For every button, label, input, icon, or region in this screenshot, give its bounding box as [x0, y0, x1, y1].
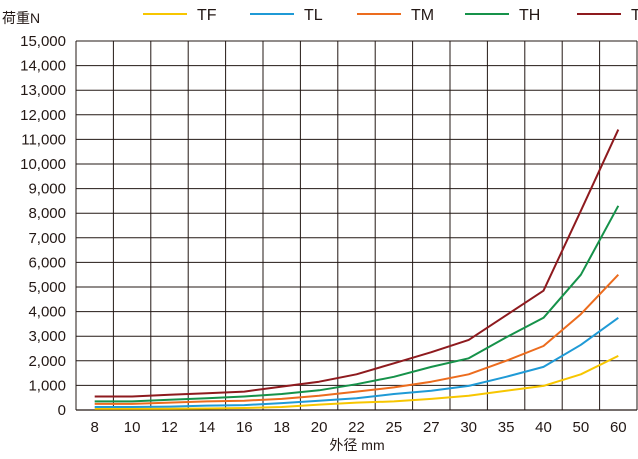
- x-tick-label: 10: [124, 419, 141, 436]
- legend-label-tm: TM: [411, 7, 434, 24]
- y-tick-label: 1,000: [28, 377, 66, 394]
- y-tick-label: 12,000: [20, 107, 66, 124]
- series-lines: [94, 129, 620, 410]
- x-tick-label: 27: [423, 419, 440, 436]
- y-tick-label: 14,000: [20, 58, 66, 75]
- x-tick-label: 16: [236, 419, 253, 436]
- series-line-th: [94, 205, 620, 403]
- x-tick-label: 14: [199, 419, 216, 436]
- y-tick-label: 3,000: [28, 328, 66, 345]
- legend-label-tf: TF: [197, 7, 217, 24]
- y-tick-label: 6,000: [28, 254, 66, 271]
- legend-label-th: TH: [519, 7, 540, 24]
- y-tick-labels: 0 1,000 2,000 3,000 4,000 5,000 6,000 7,000 8,00…: [20, 33, 66, 419]
- x-axis-title: 外径 mm: [329, 437, 384, 453]
- y-tick-label: 2,000: [28, 353, 66, 370]
- y-tick-label: 11,000: [21, 131, 66, 148]
- y-tick-label: 5,000: [28, 279, 66, 296]
- y-tick-label: 10,000: [20, 156, 66, 173]
- legend: TF TL TM TH TB: [143, 7, 638, 24]
- x-tick-label: 12: [161, 419, 178, 436]
- y-tick-label: 7,000: [28, 230, 66, 247]
- series-line-tl: [94, 316, 619, 408]
- x-tick-label: 40: [535, 419, 552, 436]
- x-tick-label: 25: [386, 419, 403, 436]
- x-tick-label: 50: [573, 419, 590, 436]
- legend-label-tb: TB: [631, 7, 638, 24]
- x-tick-label: 30: [460, 419, 477, 436]
- y-tick-label: 8,000: [28, 205, 66, 222]
- x-tick-labels: 8 10 12 14 16 18 20 22 25 27 30 35 40 50 60: [91, 419, 627, 436]
- x-tick-label: 20: [311, 419, 328, 436]
- y-tick-label: 15,000: [20, 33, 66, 50]
- series-line-tf: [94, 355, 619, 410]
- x-tick-label: 22: [348, 419, 365, 436]
- x-tick-label: 8: [91, 419, 99, 436]
- x-tick-label: 60: [610, 419, 627, 436]
- series-line-tb: [94, 129, 620, 398]
- grid-lines: [75, 40, 638, 411]
- y-tick-label: 0: [58, 402, 66, 419]
- y-tick-label: 9,000: [28, 181, 66, 198]
- series-line-tm: [94, 274, 620, 405]
- y-tick-label: 4,000: [28, 304, 66, 321]
- x-tick-label: 18: [273, 419, 290, 436]
- y-axis-title: 荷重N: [2, 10, 40, 26]
- y-tick-label: 13,000: [20, 82, 66, 99]
- legend-label-tl: TL: [304, 7, 323, 24]
- x-tick-label: 35: [498, 419, 515, 436]
